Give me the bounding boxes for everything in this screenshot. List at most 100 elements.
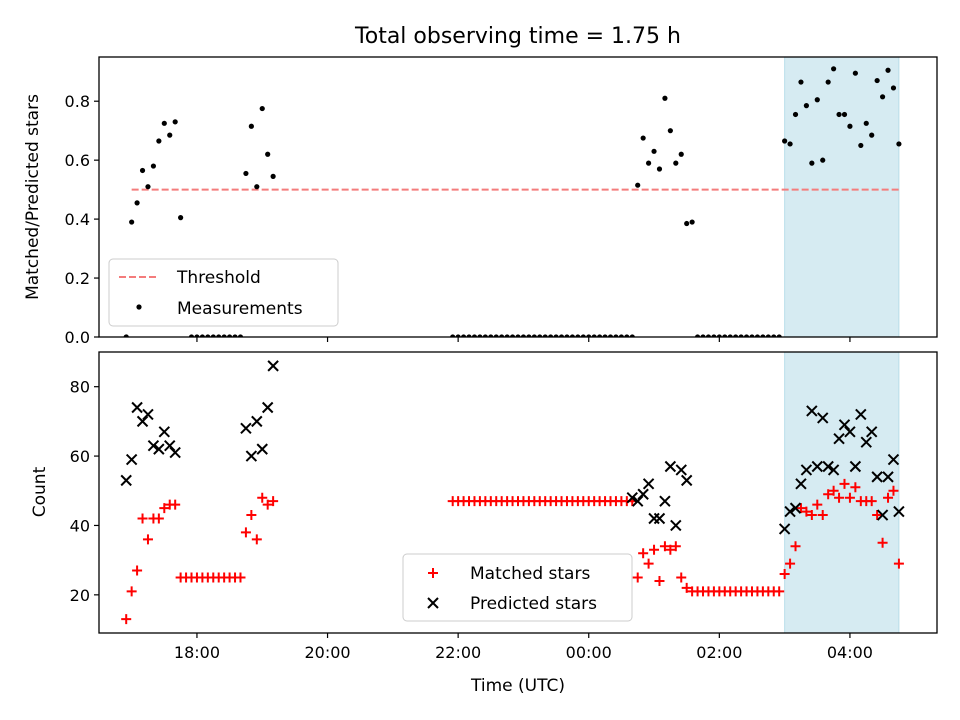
measurement-point: [645, 160, 652, 166]
matched-star-point: [774, 586, 785, 597]
bottom-y-axis-label: Count: [30, 466, 50, 517]
predicted-star-point: [125, 453, 138, 466]
predicted-star-point: [169, 446, 181, 459]
predicted-star-point: [256, 443, 268, 455]
bottom-y-tick-label: 60: [70, 447, 90, 466]
measurement-point: [243, 170, 249, 177]
bottom-series-1: [120, 360, 905, 535]
matched-star-point: [883, 492, 894, 503]
measurement-point: [178, 215, 184, 221]
measurement-point: [172, 119, 178, 125]
bottom-panel: Count Time (UTC) 20 40 60 80 18:00 20:00 22:00…: [30, 351, 938, 696]
matched-star-point: [888, 485, 899, 496]
measurement-point: [635, 182, 641, 188]
predicted-star-point: [680, 474, 693, 487]
top-panel: Matched/Predicted stars 0.0 0.2 0.4 0.6 0.8 T…: [23, 56, 938, 347]
predicted-star-point: [844, 426, 856, 438]
measurement-point: [782, 138, 788, 144]
matched-star-point: [235, 572, 246, 583]
measurement-point: [841, 111, 848, 118]
predicted-star-point: [632, 495, 644, 507]
legend-measurements-swatch: [136, 304, 142, 310]
predicted-star-point: [164, 439, 176, 452]
predicted-star-point: [882, 471, 894, 483]
predicted-star-point: [822, 460, 834, 473]
measurement-point: [798, 79, 804, 85]
x-tick-label: 20:00: [304, 643, 350, 662]
measurement-point: [145, 184, 151, 190]
measurement-point: [678, 151, 684, 157]
matched-star-point: [126, 586, 137, 597]
measurement-point: [134, 200, 140, 206]
measurement-point: [167, 132, 173, 138]
measurement-point: [852, 70, 858, 76]
predicted-star-point: [245, 450, 258, 462]
x-tick-label: 22:00: [435, 643, 481, 662]
measurement-point: [879, 94, 886, 100]
measurement-point: [667, 128, 673, 134]
predicted-star-point: [648, 512, 660, 525]
matched-star-point: [779, 569, 790, 580]
measurement-point: [787, 141, 793, 147]
top-legend-box: [108, 258, 339, 327]
matched-star-point: [649, 544, 660, 555]
measurement-point: [640, 135, 646, 141]
legend-predicted-label: Predicted stars: [470, 594, 597, 614]
predicted-star-point: [893, 505, 905, 518]
measurement-point: [809, 160, 815, 166]
legend-matched-swatch: [428, 568, 438, 578]
x-tick-label: 00:00: [566, 643, 612, 662]
predicted-star-point: [153, 443, 165, 455]
matched-star-point: [850, 482, 861, 493]
bottom-y-tick-label: 80: [70, 378, 90, 397]
matched-star-point: [872, 510, 883, 521]
matched-star-point: [812, 499, 823, 510]
predicted-star-point: [817, 412, 829, 424]
matched-star-point: [137, 513, 148, 524]
measurement-point: [673, 160, 679, 166]
matched-star-point: [121, 614, 132, 625]
predicted-star-point: [664, 460, 677, 473]
legend-threshold-label: Threshold: [176, 268, 261, 288]
measurement-point: [265, 151, 271, 157]
top-shaded-region: [784, 56, 900, 338]
matched-star-point: [153, 513, 164, 524]
bottom-axes-frame: [98, 351, 938, 634]
legend-matched-label: Matched stars: [470, 564, 590, 584]
predicted-star-point: [784, 505, 796, 518]
bottom-legend-box: [402, 553, 633, 622]
x-tick-label: 18:00: [174, 643, 220, 662]
top-y-tick-label: 0.8: [65, 92, 90, 111]
measurement-point: [651, 148, 657, 154]
predicted-star-point: [806, 405, 818, 417]
measurement-point: [820, 157, 826, 163]
predicted-star-point: [142, 408, 154, 421]
matched-star-point: [632, 572, 643, 583]
measurement-point: [858, 142, 864, 149]
measurement-point: [139, 167, 146, 174]
measurement-point: [129, 219, 135, 225]
bottom-legend: Matched stars Predicted stars: [402, 553, 633, 622]
matched-star-point: [817, 510, 828, 521]
matched-star-point: [828, 485, 839, 496]
matched-star-point: [142, 534, 153, 545]
matched-star-point: [866, 496, 877, 507]
bottom-shaded-region: [784, 351, 900, 634]
matched-star-point: [170, 499, 181, 510]
matched-star-point: [659, 541, 670, 552]
predicted-star-point: [261, 401, 274, 414]
predicted-star-point: [827, 464, 840, 476]
matched-star-point: [665, 544, 676, 555]
measurement-point: [248, 123, 254, 129]
predicted-star-point: [876, 509, 889, 521]
x-tick-label: 04:00: [827, 643, 873, 662]
measurement-point: [259, 105, 265, 112]
matched-star-point: [643, 558, 654, 569]
predicted-star-point: [833, 433, 845, 445]
measurement-point: [869, 132, 875, 138]
legend-measurements-label: Measurements: [177, 299, 303, 319]
predicted-star-point: [838, 419, 851, 431]
top-y-tick-label: 0.2: [65, 269, 90, 288]
measurement-point: [270, 173, 276, 179]
predicted-star-point: [865, 426, 878, 438]
